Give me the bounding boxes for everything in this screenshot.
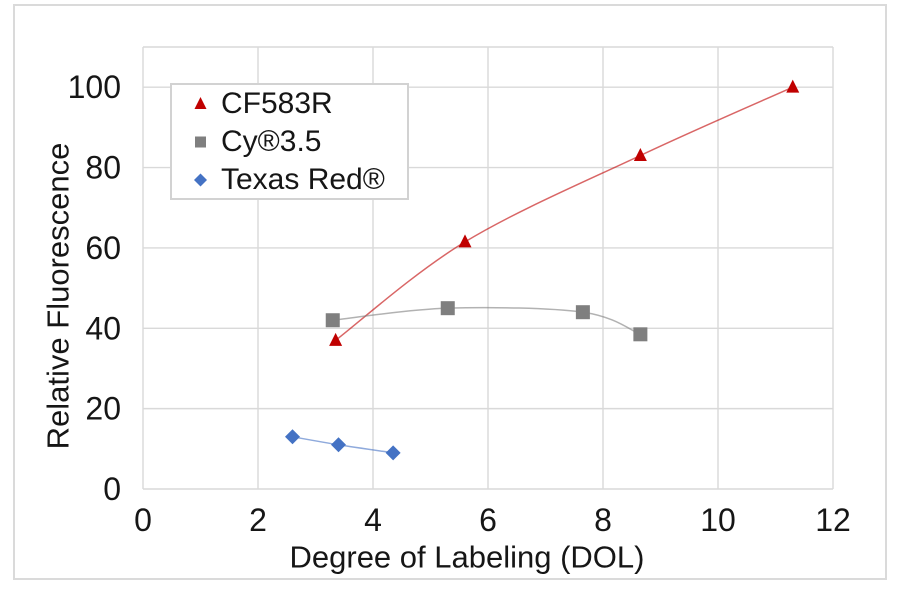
data-point-Cy-3-5 — [575, 305, 590, 320]
data-point-Cy-3-5 — [325, 313, 340, 328]
data-point-Texas-Red — [385, 445, 401, 461]
data-series — [285, 79, 800, 461]
series-line-Cy-3-5 — [332, 306, 642, 336]
legend: CF583R Cy®3.5 Texas Red® — [170, 83, 409, 200]
legend-label: Cy®3.5 — [221, 125, 322, 158]
data-point-Cy-3-5 — [633, 327, 648, 342]
data-point-CF583R — [786, 79, 800, 93]
x-axis-tick-labels: 0 2 4 6 8 10 12 — [134, 502, 851, 538]
y-tick-label: 0 — [103, 471, 121, 507]
series-line-CF583R — [334, 86, 794, 342]
x-tick-label: 10 — [700, 502, 736, 538]
data-point-Cy-3-5 — [440, 301, 455, 316]
x-tick-label: 8 — [594, 502, 612, 538]
legend-marker-CF583R — [194, 97, 207, 109]
legend-label: CF583R — [221, 87, 333, 120]
y-tick-label: 40 — [85, 310, 121, 346]
data-point-Texas-Red — [331, 437, 346, 453]
data-point-CF583R — [633, 147, 647, 161]
data-point-CF583R — [458, 234, 472, 248]
square-icon — [195, 136, 206, 148]
triangle-icon — [194, 97, 207, 109]
x-tick-label: 2 — [249, 502, 267, 538]
data-point-Texas-Red — [285, 429, 300, 445]
legend-marker-Cy-3-5 — [195, 136, 206, 148]
legend-item-Cy-3-5: Cy®3.5 — [192, 124, 407, 159]
x-tick-label: 12 — [815, 502, 851, 538]
x-tick-label: 4 — [364, 502, 382, 538]
diamond-icon — [194, 173, 207, 187]
legend-item-Texas-Red: Texas Red® — [192, 162, 407, 197]
series-Cy-3-5 — [325, 301, 648, 342]
legend-marker-Texas-Red — [194, 173, 207, 187]
x-tick-label: 6 — [479, 502, 497, 538]
y-tick-label: 20 — [85, 391, 121, 427]
data-point-CF583R — [329, 332, 343, 346]
series-Texas-Red — [285, 429, 401, 461]
y-axis-tick-labels: 0 20 40 60 80 100 — [68, 69, 121, 507]
legend-label: Texas Red® — [221, 163, 385, 196]
chart-border — [13, 4, 887, 580]
y-tick-label: 80 — [85, 150, 121, 186]
y-axis-title: Relative Fluorescence — [41, 143, 76, 450]
x-axis-title: Degree of Labeling (DOL) — [290, 540, 645, 575]
x-tick-label: 0 — [134, 502, 152, 538]
y-tick-label: 100 — [68, 69, 121, 105]
y-tick-label: 60 — [85, 230, 121, 266]
legend-item-CF583R: CF583R — [192, 86, 407, 121]
series-CF583R — [329, 79, 800, 346]
